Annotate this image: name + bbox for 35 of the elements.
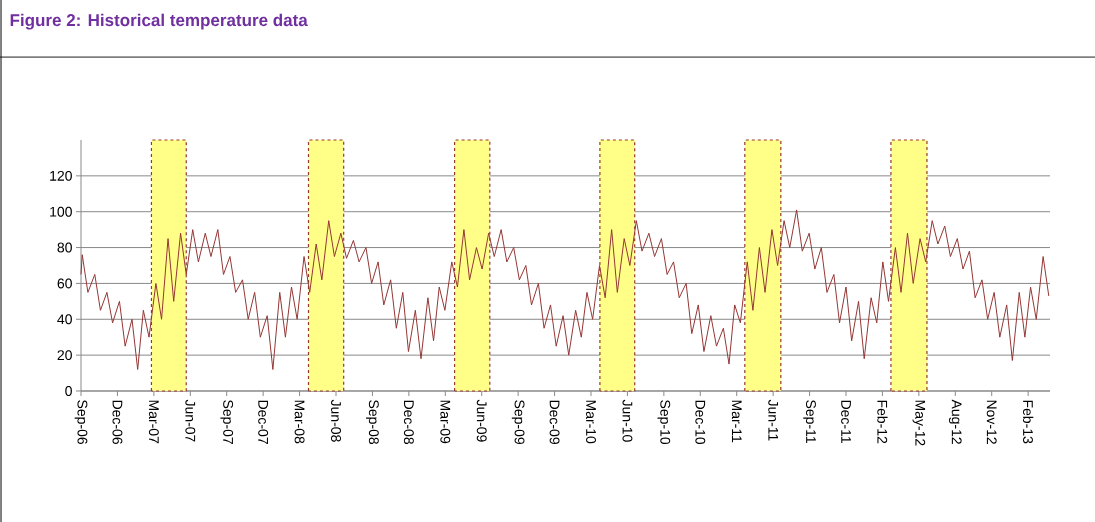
x-tick-label: Mar-09 bbox=[440, 400, 451, 444]
y-tick-label: 20 bbox=[57, 350, 72, 361]
x-tick-label: Sep-09 bbox=[511, 400, 525, 444]
y-tick-label: 80 bbox=[57, 242, 72, 253]
x-tick-label: Sep-11 bbox=[803, 400, 816, 443]
x-tick-label: Nov-12 bbox=[986, 400, 997, 444]
x-tick-label: Sep-08 bbox=[366, 400, 379, 445]
y-tick-label: 60 bbox=[57, 278, 72, 289]
x-tick-label: Jun-09 bbox=[476, 399, 487, 442]
chart-title: Figure 2: Historical temperature data bbox=[10, 13, 308, 30]
x-tick-label: Dec-10 bbox=[695, 400, 706, 445]
x-tick-label: Jun-11 bbox=[768, 399, 779, 441]
x-tick-label: May-12 bbox=[912, 400, 926, 446]
x-tick-label: Dec-06 bbox=[112, 400, 123, 445]
x-tick-label: Mar-11 bbox=[731, 400, 742, 443]
x-tick-label: Sep-10 bbox=[657, 400, 671, 445]
x-tick-label: Dec-11 bbox=[841, 400, 851, 443]
x-tick-label: Aug-12 bbox=[948, 399, 962, 444]
x-tick-label: Dec-09 bbox=[549, 400, 560, 444]
x-tick-label: Feb-13 bbox=[1023, 400, 1034, 444]
x-tick-label: Dec-08 bbox=[403, 400, 414, 445]
y-tick-label: 40 bbox=[57, 314, 72, 325]
x-tick-label: Mar-10 bbox=[586, 400, 596, 444]
x-tick-label: Jun-07 bbox=[185, 399, 196, 442]
y-tick-label: 0 bbox=[65, 386, 72, 396]
y-tick-label: 120 bbox=[50, 170, 72, 181]
x-tick-label: Feb-12 bbox=[877, 400, 888, 444]
x-tick-label: Sep-07 bbox=[220, 400, 234, 444]
x-tick-label: Jun-08 bbox=[331, 399, 341, 442]
x-tick-label: Mar-07 bbox=[148, 400, 159, 444]
x-tick-label: Mar-08 bbox=[294, 400, 305, 444]
x-tick-label: Sep-06 bbox=[74, 400, 88, 445]
x-tick-label: Jun-10 bbox=[622, 399, 633, 442]
x-tick-label: Dec-07 bbox=[258, 400, 269, 444]
y-tick-label: 100 bbox=[50, 206, 72, 217]
